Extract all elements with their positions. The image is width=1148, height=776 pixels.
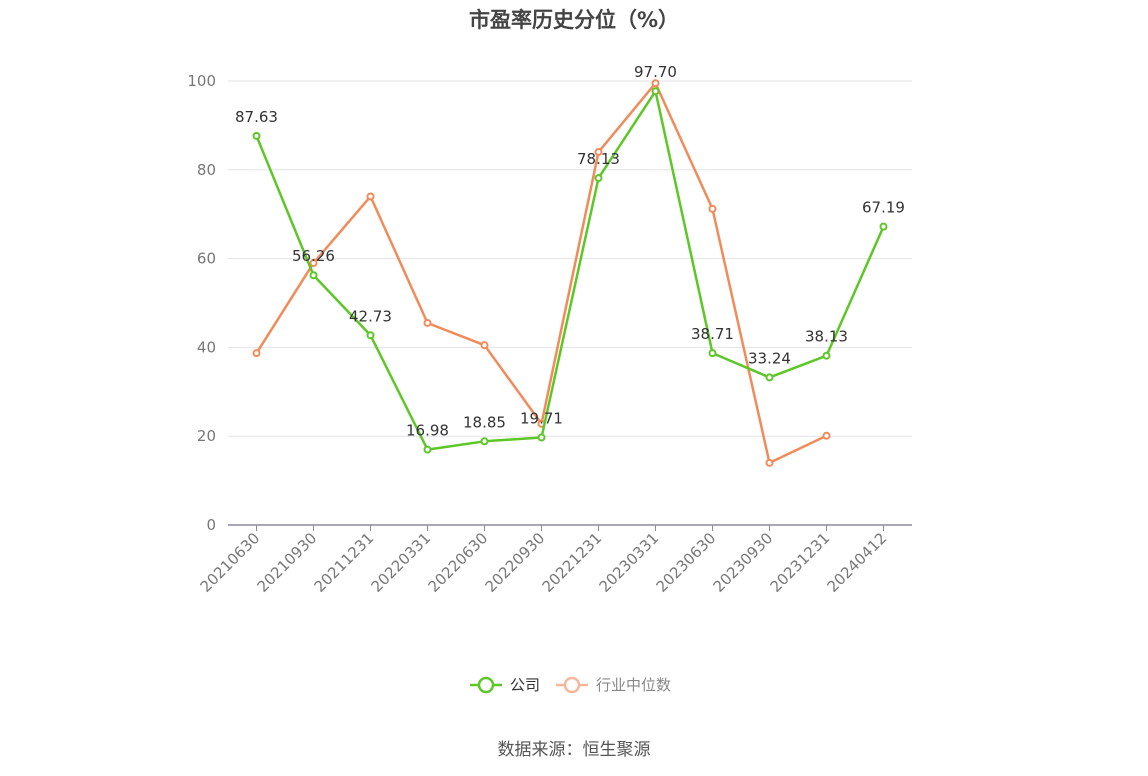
data-point — [651, 87, 660, 96]
x-axis-ticks: 2021063020210930202112312022033120220630… — [197, 525, 891, 596]
legend: 公司 行业中位数 — [470, 676, 671, 694]
y-tick-label: 100 — [187, 72, 216, 90]
data-label: 67.19 — [862, 199, 905, 217]
x-tick-label: 20240412 — [824, 529, 891, 596]
legend-marker-icon — [563, 676, 581, 694]
x-tick-label: 20230630 — [653, 529, 720, 596]
data-point — [594, 174, 603, 183]
x-tick-label: 20220331 — [368, 529, 435, 596]
y-axis-ticks: 0 20 40 60 80 100 — [187, 72, 216, 534]
data-point — [708, 204, 717, 213]
grid-lines — [228, 80, 912, 437]
x-tick-label: 20231231 — [767, 529, 834, 596]
x-tick-label: 20220930 — [482, 529, 549, 596]
data-label: 87.63 — [235, 108, 278, 126]
data-point — [480, 341, 489, 350]
data-point — [480, 437, 489, 446]
legend-item-industry-median[interactable]: 行业中位数 — [556, 676, 671, 694]
data-point — [423, 318, 432, 327]
data-point — [309, 271, 318, 280]
series-line — [255, 89, 885, 451]
data-point — [252, 131, 261, 140]
x-tick-label: 20210630 — [197, 529, 264, 596]
data-point — [594, 148, 603, 157]
series-layer — [252, 79, 888, 467]
data-label: 56.26 — [292, 247, 335, 265]
legend-label: 行业中位数 — [596, 676, 671, 694]
data-source: 数据来源：恒生聚源 — [497, 740, 651, 760]
data-label: 97.70 — [634, 63, 677, 81]
data-label: 33.24 — [748, 349, 791, 367]
x-tick-label: 20221231 — [539, 529, 606, 596]
data-point — [879, 222, 888, 231]
x-tick-label: 20220630 — [425, 529, 492, 596]
y-tick-label: 40 — [197, 338, 216, 356]
data-label: 42.73 — [349, 307, 392, 325]
data-point — [537, 433, 546, 442]
data-point — [708, 349, 717, 358]
series-company — [252, 87, 888, 454]
y-tick-label: 20 — [197, 427, 216, 445]
data-point — [423, 445, 432, 454]
chart-title: 市盈率历史分位（%） — [468, 8, 680, 32]
x-tick-label: 20211231 — [311, 529, 378, 596]
legend-label: 公司 — [510, 676, 540, 694]
data-label: 38.13 — [805, 328, 848, 346]
data-point — [252, 349, 261, 358]
y-tick-label: 60 — [197, 250, 216, 268]
data-label: 38.71 — [691, 325, 734, 343]
y-tick-label: 80 — [197, 161, 216, 179]
data-labels: 87.63 56.26 42.73 16.98 18.85 19.71 78.13 97.70… — [235, 63, 905, 439]
data-label: 19.71 — [520, 409, 563, 427]
series-industry-median — [252, 79, 831, 467]
legend-marker-icon — [477, 676, 495, 694]
series-line — [255, 81, 828, 465]
x-tick-label: 20230930 — [710, 529, 777, 596]
data-point — [765, 458, 774, 467]
data-label: 16.98 — [406, 422, 449, 440]
x-tick-label: 20210930 — [254, 529, 321, 596]
x-tick-label: 20230331 — [596, 529, 663, 596]
data-point — [366, 331, 375, 340]
data-point — [822, 431, 831, 440]
legend-item-company[interactable]: 公司 — [470, 676, 540, 694]
data-label: 78.13 — [577, 150, 620, 168]
y-tick-label: 0 — [206, 516, 216, 534]
data-point — [309, 259, 318, 268]
data-point — [822, 351, 831, 360]
data-point — [651, 79, 660, 88]
data-label: 18.85 — [463, 413, 506, 431]
data-point — [765, 373, 774, 382]
data-point — [366, 192, 375, 201]
